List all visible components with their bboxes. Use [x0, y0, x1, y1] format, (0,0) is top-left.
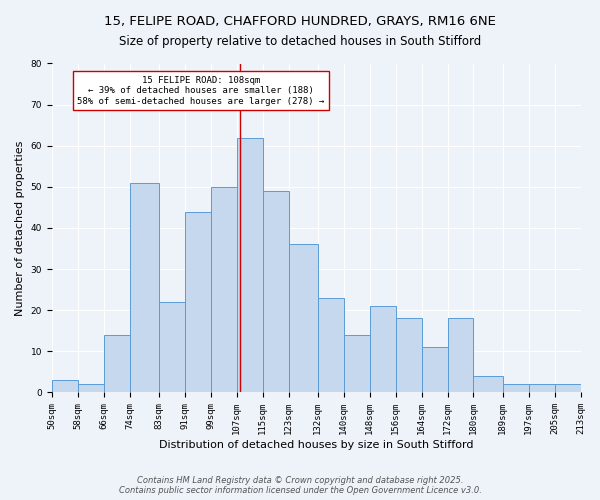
Text: 15, FELIPE ROAD, CHAFFORD HUNDRED, GRAYS, RM16 6NE: 15, FELIPE ROAD, CHAFFORD HUNDRED, GRAYS…: [104, 15, 496, 28]
Bar: [289, 244, 318, 392]
Bar: [554, 384, 581, 392]
Bar: [263, 191, 289, 392]
Bar: [52, 380, 78, 392]
Bar: [318, 298, 344, 392]
Bar: [104, 335, 130, 392]
Bar: [78, 384, 104, 392]
Bar: [503, 384, 529, 392]
Bar: [529, 384, 554, 392]
Y-axis label: Number of detached properties: Number of detached properties: [15, 140, 25, 316]
Text: 15 FELIPE ROAD: 108sqm
← 39% of detached houses are smaller (188)
58% of semi-de: 15 FELIPE ROAD: 108sqm ← 39% of detached…: [77, 76, 325, 106]
Bar: [370, 306, 395, 392]
Bar: [185, 212, 211, 392]
Bar: [448, 318, 473, 392]
Bar: [395, 318, 422, 392]
Text: Contains HM Land Registry data © Crown copyright and database right 2025.
Contai: Contains HM Land Registry data © Crown c…: [119, 476, 481, 495]
Bar: [130, 183, 159, 392]
Text: Size of property relative to detached houses in South Stifford: Size of property relative to detached ho…: [119, 35, 481, 48]
Bar: [211, 187, 236, 392]
Bar: [159, 302, 185, 392]
Bar: [473, 376, 503, 392]
Bar: [422, 347, 448, 393]
Bar: [236, 138, 263, 392]
Bar: [344, 335, 370, 392]
X-axis label: Distribution of detached houses by size in South Stifford: Distribution of detached houses by size …: [159, 440, 473, 450]
